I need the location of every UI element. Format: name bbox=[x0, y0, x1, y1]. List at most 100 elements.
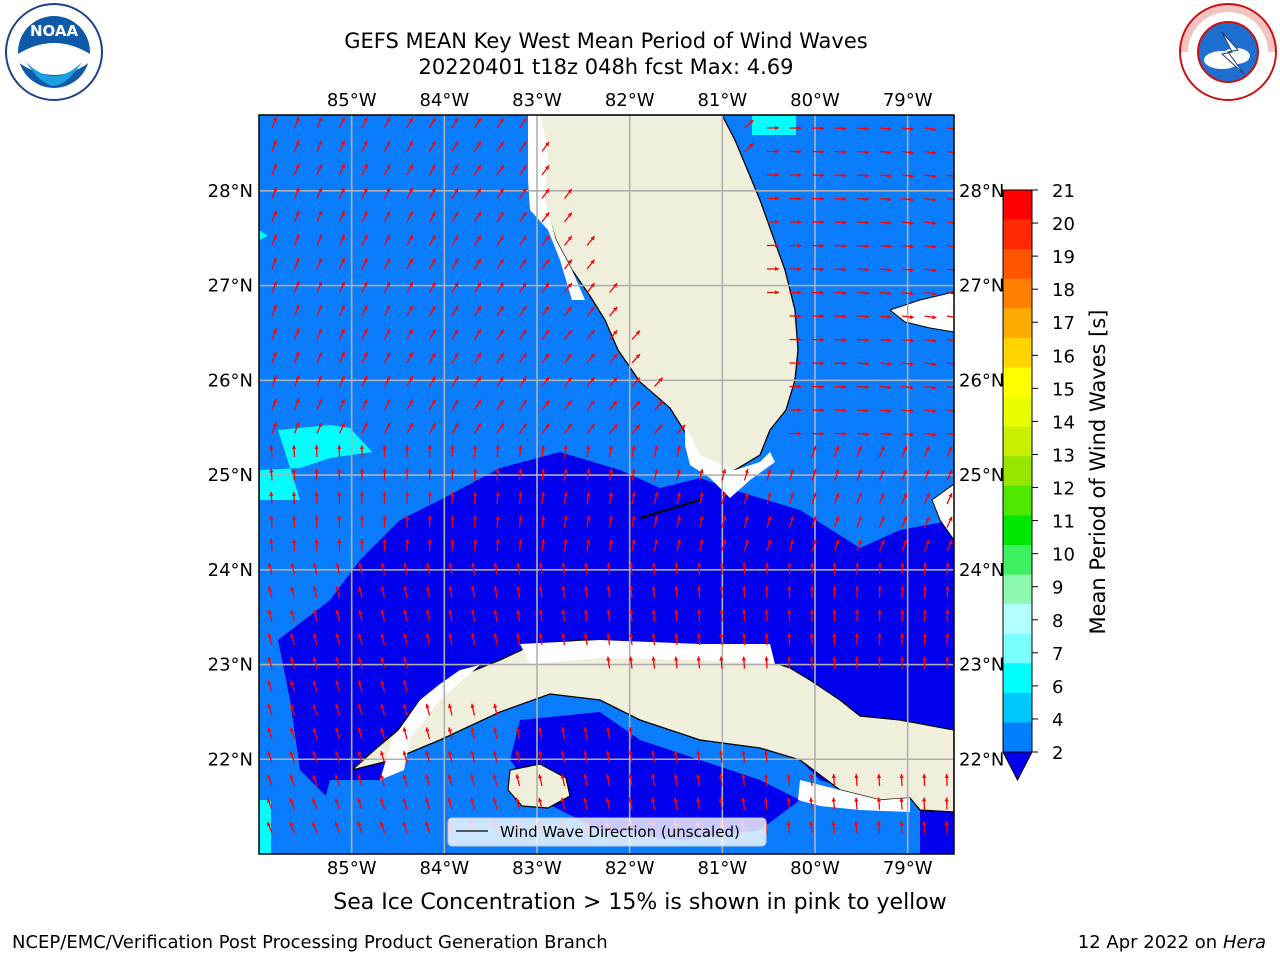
direction-arrowhead bbox=[515, 633, 521, 638]
lon-tick-label-top: 84°W bbox=[419, 90, 469, 111]
direction-arrowhead bbox=[540, 539, 546, 544]
direction-arrowhead bbox=[545, 141, 550, 147]
direction-arrowhead bbox=[764, 586, 769, 591]
direction-arrowhead bbox=[425, 562, 431, 567]
direction-arrowhead bbox=[651, 633, 656, 638]
direction-arrowhead bbox=[289, 821, 294, 827]
direction-arrowhead bbox=[522, 141, 527, 147]
direction-arrowhead bbox=[363, 187, 368, 193]
direction-arrowhead bbox=[797, 149, 802, 154]
direction-arrowhead bbox=[741, 609, 747, 614]
direction-arrowhead bbox=[819, 431, 824, 436]
direction-arrowhead bbox=[425, 727, 430, 732]
direction-arrowhead bbox=[864, 384, 869, 390]
direction-arrowhead bbox=[613, 353, 618, 359]
direction-arrowhead bbox=[932, 338, 937, 343]
direction-arrowhead bbox=[819, 267, 824, 272]
direction-arrowhead bbox=[499, 400, 504, 405]
direction-arrowhead bbox=[470, 797, 475, 803]
direction-arrowhead bbox=[945, 609, 950, 614]
direction-arrowhead bbox=[696, 633, 701, 638]
map-frame bbox=[258, 114, 955, 855]
direction-arrowhead bbox=[493, 750, 498, 756]
direction-arrowhead bbox=[540, 445, 546, 450]
direction-arrowhead bbox=[718, 797, 723, 802]
coastal-mask bbox=[798, 780, 910, 812]
direction-arrow bbox=[946, 174, 954, 177]
direction-arrowhead bbox=[658, 377, 663, 383]
direction-arrowhead bbox=[363, 352, 368, 357]
direction-arrowhead bbox=[631, 539, 636, 544]
direction-arrowhead bbox=[403, 562, 408, 568]
direction-arrowhead bbox=[925, 446, 930, 451]
direction-arrowhead bbox=[472, 492, 478, 497]
direction-arrowhead bbox=[945, 656, 950, 661]
direction-arrowhead bbox=[909, 291, 914, 296]
direction-arrowhead bbox=[567, 400, 572, 405]
direction-arrowhead bbox=[786, 774, 791, 779]
direction-arrowhead bbox=[454, 211, 459, 217]
direction-arrowhead bbox=[563, 468, 568, 473]
direction-arrowhead bbox=[561, 633, 566, 638]
direction-arrowhead bbox=[786, 656, 792, 661]
direction-arrowhead bbox=[673, 750, 678, 755]
direction-arrowhead bbox=[561, 562, 566, 567]
direction-arrowhead bbox=[586, 468, 591, 473]
direction-arrowhead bbox=[864, 196, 869, 202]
direction-arrowhead bbox=[386, 399, 391, 404]
direction-arrowhead bbox=[877, 562, 882, 567]
direction-arrowhead bbox=[673, 774, 678, 779]
direction-arrowhead bbox=[955, 151, 959, 155]
direction-arrowhead bbox=[312, 656, 317, 662]
direction-arrowhead bbox=[932, 221, 937, 226]
direction-arrowhead bbox=[340, 211, 345, 216]
direction-arrowhead bbox=[767, 516, 772, 521]
direction-arrowhead bbox=[357, 798, 362, 803]
direction-arrowhead bbox=[340, 164, 345, 169]
direction-arrowhead bbox=[887, 291, 892, 296]
direction-arrowhead bbox=[899, 797, 904, 802]
direction-arrowhead bbox=[470, 750, 475, 756]
chart-subtitle: 20220401 t18z 048h fcst Max: 4.69 bbox=[418, 55, 794, 79]
direction-arrowhead bbox=[499, 259, 504, 264]
direction-arrowhead bbox=[567, 376, 572, 382]
lon-tick-label-top: 83°W bbox=[512, 90, 562, 111]
direction-arrowhead bbox=[719, 609, 724, 614]
direction-arrowhead bbox=[448, 609, 453, 615]
direction-arrowhead bbox=[764, 633, 769, 638]
direction-arrowhead bbox=[819, 290, 824, 295]
direction-arrowhead bbox=[357, 727, 362, 732]
direction-arrowhead bbox=[812, 516, 817, 521]
direction-arrowhead bbox=[842, 126, 847, 131]
direction-arrowhead bbox=[948, 469, 953, 475]
direction-arrowhead bbox=[408, 305, 413, 310]
direction-arrowhead bbox=[545, 188, 550, 194]
direction-arrowhead bbox=[450, 492, 455, 497]
direction-arrowhead bbox=[721, 492, 727, 497]
direction-arrowhead bbox=[408, 258, 413, 263]
direction-arrowhead bbox=[493, 633, 498, 638]
colorbar-segment bbox=[1003, 219, 1032, 250]
direction-arrowhead bbox=[386, 305, 391, 310]
direction-arrowhead bbox=[932, 268, 937, 273]
direction-arrowhead bbox=[408, 187, 413, 193]
direction-arrowhead bbox=[673, 797, 678, 802]
direction-arrowhead bbox=[289, 751, 294, 756]
lon-tick-label-bottom: 81°W bbox=[697, 858, 747, 879]
direction-arrowhead bbox=[318, 116, 323, 122]
direction-arrowhead bbox=[900, 586, 905, 591]
direction-arrowhead bbox=[499, 306, 504, 311]
direction-arrowhead bbox=[819, 196, 824, 201]
lon-tick-label-bottom: 82°W bbox=[605, 858, 655, 879]
map-tick-labels: 85°W 85°W 84°W 84°W 83°W 83°W 82°W 82°W 81°W 81°W… bbox=[208, 90, 1005, 879]
direction-arrowhead bbox=[337, 515, 342, 520]
direction-arrowhead bbox=[357, 703, 362, 709]
direction-arrowhead bbox=[337, 445, 342, 450]
direction-arrowhead bbox=[741, 774, 746, 779]
lon-tick-label-bottom: 85°W bbox=[327, 858, 377, 879]
direction-arrowhead bbox=[797, 266, 802, 272]
direction-arrowhead bbox=[334, 821, 339, 827]
direction-arrowhead bbox=[495, 539, 500, 544]
direction-arrowhead bbox=[295, 210, 300, 216]
direction-arrowhead bbox=[763, 797, 769, 802]
